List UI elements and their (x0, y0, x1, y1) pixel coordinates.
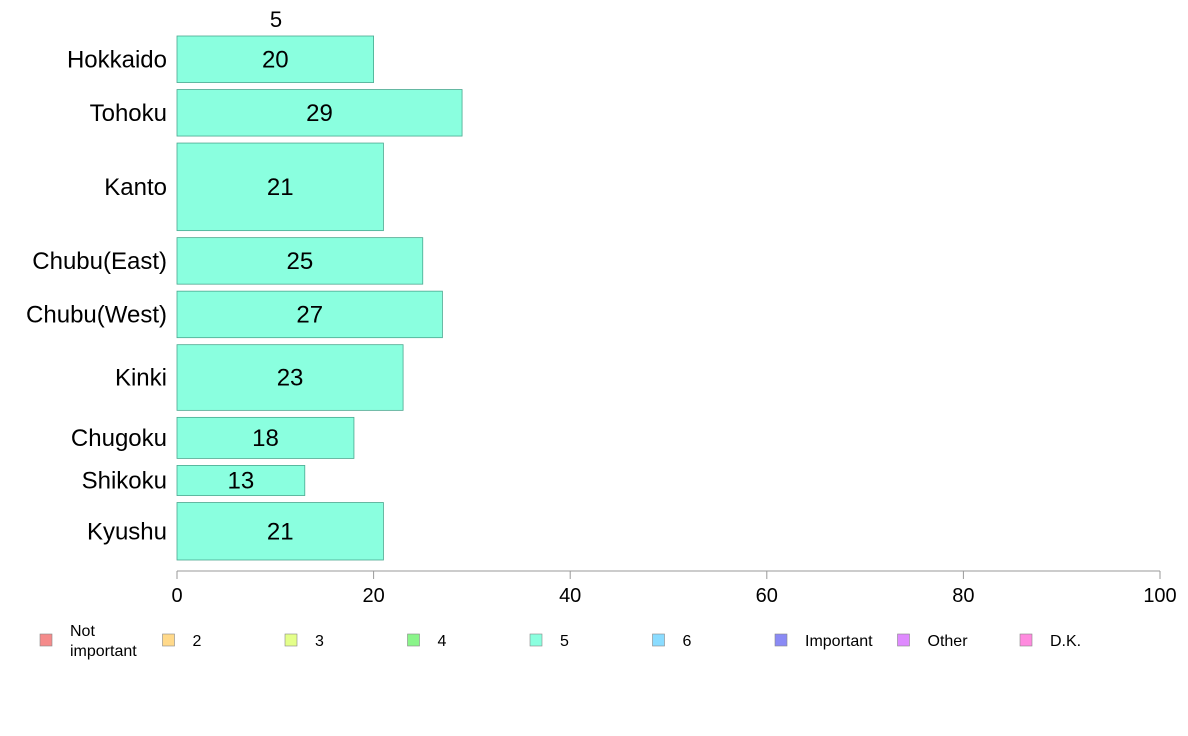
legend-label: Important (805, 633, 873, 650)
legend-swatch (284, 633, 298, 647)
bar-shikoku (176, 465, 306, 496)
category-label: Tohoku (90, 100, 167, 127)
value-label: 18 (252, 425, 279, 452)
bar-chubu-west- (176, 290, 443, 339)
category-label: Kinki (115, 365, 167, 392)
x-tick-label: 20 (362, 585, 384, 607)
value-label: 29 (306, 100, 333, 127)
category-label: Hokkaido (67, 46, 167, 73)
legend-label: 3 (315, 633, 324, 650)
bar-kyushu (176, 502, 384, 561)
bar-hokkaido (176, 35, 375, 83)
category-label: Chubu(East) (32, 248, 167, 275)
legend-swatch (897, 633, 910, 647)
category-label: Shikoku (82, 467, 167, 494)
value-label: 23 (277, 365, 304, 392)
value-label: 13 (228, 467, 255, 494)
x-tick-label: 100 (1143, 585, 1176, 607)
category-label: Chugoku (71, 425, 167, 452)
bar-kinki (176, 344, 404, 411)
bar-chugoku (176, 416, 355, 459)
value-label: 27 (296, 301, 323, 328)
legend-swatch (39, 633, 53, 647)
legend-swatch (652, 633, 665, 647)
legend-label: 4 (438, 633, 447, 650)
x-axis: 0 20 40 60 80 100 (171, 570, 1177, 607)
x-tick-label: 60 (756, 585, 778, 607)
series-header-label: 5 (270, 7, 282, 32)
bar-chubu-east- (176, 237, 424, 285)
legend-swatch (529, 633, 543, 647)
value-label: 21 (267, 518, 294, 545)
x-tick-label: 80 (952, 585, 974, 607)
legend-swatch (1019, 633, 1033, 647)
legend-label: D.K. (1050, 633, 1081, 650)
legend-label: important (70, 643, 137, 660)
x-tick-label: 0 (171, 585, 182, 607)
value-label: 21 (267, 174, 294, 201)
legend-swatch (774, 633, 788, 647)
legend-swatch (407, 633, 420, 647)
value-label: 20 (262, 46, 289, 73)
legend-label: 5 (560, 633, 569, 650)
x-tick-label: 40 (559, 585, 581, 607)
legend-label: 6 (683, 633, 692, 650)
legend-label: Other (928, 633, 969, 650)
legend-swatch (162, 633, 175, 647)
category-label: Kanto (104, 174, 167, 201)
legend-label: Not (70, 623, 95, 640)
category-label: Kyushu (87, 518, 167, 545)
bars-group: Hokkaido 20 Tohoku 29 Kanto 21 Chubu(East) 25 Ch… (26, 35, 463, 561)
legend-label: 2 (193, 633, 202, 650)
legend: Not important 2 3 4 5 6 Important Other D.K. (39, 623, 1081, 660)
category-label: Chubu(West) (26, 301, 167, 328)
bar-tohoku (176, 89, 463, 137)
bar-kanto (176, 142, 384, 232)
value-label: 25 (287, 248, 314, 275)
